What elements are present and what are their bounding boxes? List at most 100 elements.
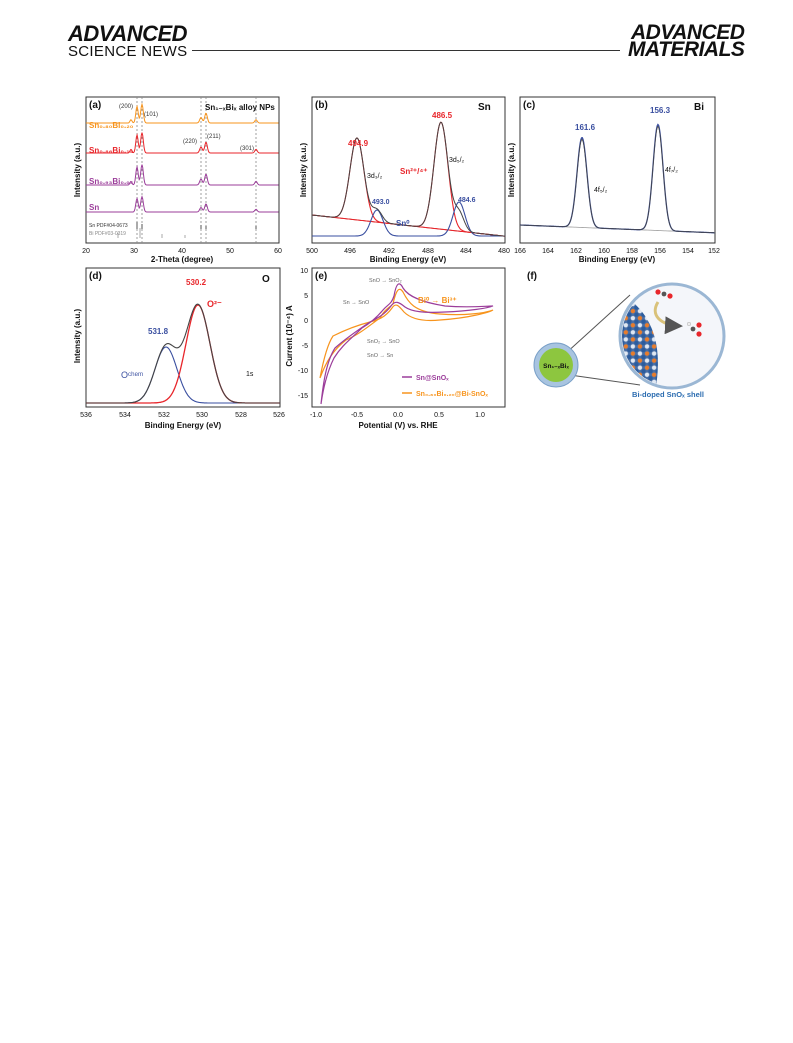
formate-molecule [687, 322, 702, 337]
f-core-label: Sn₁₋ₓBiₓ [543, 363, 569, 370]
b-peak-4930: 493.0 [372, 199, 390, 206]
c-ylabel: Intensity (a.u.) [507, 143, 516, 198]
c-peak-1616: 161.6 [575, 123, 596, 132]
series-label-sn080bi020: Sn₀.₈₀Bi₀.₂₀ [89, 121, 134, 130]
c-xtick: 166 [514, 248, 526, 255]
b-lbl-sn24: Sn²⁺/⁴⁺ [400, 167, 428, 176]
d-lbl-o2: O²⁻ [207, 299, 222, 309]
b-xtick: 496 [344, 248, 356, 255]
a-xtick: 20 [82, 248, 90, 255]
c-lbl-4f72: 4f₇/₂ [665, 167, 678, 174]
e-xtick: -1.0 [310, 412, 322, 419]
c-peak-1563: 156.3 [650, 106, 671, 115]
logo-advanced-right: ADVANCED [630, 21, 745, 44]
e-ann-sno2-sno: SnO₂ → SnO [367, 339, 400, 345]
peak-label-211: (211) [207, 134, 221, 140]
e-ann-sn-sno: Sn → SnO [343, 300, 370, 306]
b-xtick: 488 [422, 248, 434, 255]
zoom-line-top [564, 294, 631, 355]
b-xtick: 484 [460, 248, 472, 255]
d-xtick: 536 [80, 412, 92, 419]
b-lbl-sn0: Sn⁰ [396, 219, 410, 228]
panel-a-title: Sn₁₋ₓBiₓ alloy NPs [205, 103, 275, 112]
journal-logo-right: ADVANCED MATERIALS [628, 21, 745, 61]
a-ylabel: Intensity (a.u.) [73, 143, 82, 198]
b-xtick: 492 [383, 248, 395, 255]
journal-logo-left: ADVANCED SCIENCE NEWS [68, 21, 188, 60]
panel-e: (e) SnO → SnO₂ Sn → SnO SnO₂ → SnO SnO →… [285, 267, 506, 430]
d-lbl-1s: 1s [246, 371, 254, 378]
e-ann-sno-sno2: SnO → SnO₂ [369, 278, 402, 284]
c-lbl-4f52: 4f₅/₂ [594, 187, 608, 194]
e-xtick: 0.5 [434, 412, 444, 419]
e-xlabel: Potential (V) vs. RHE [358, 421, 438, 430]
panel-c-frame [519, 96, 716, 244]
c-xtick: 152 [708, 248, 720, 255]
e-legend-2: Sn₀.₈₀Bi₀.₂₀@Bi-SnOₓ [416, 391, 488, 398]
e-ytick: -10 [298, 368, 308, 375]
b-ylabel: Intensity (a.u.) [299, 143, 308, 198]
e-ytick: -5 [302, 343, 308, 350]
a-xtick: 60 [274, 248, 282, 255]
peak-label-200: (200) [119, 104, 133, 110]
panel-a-label: (a) [89, 100, 101, 111]
e-ann-sno-sn: SnO → Sn [367, 353, 393, 359]
d-xtick: 530 [196, 412, 208, 419]
b-peak-4865: 486.5 [432, 111, 453, 120]
c-xtick: 164 [542, 248, 554, 255]
panel-d: (d) O 530.2 531.8 O²⁻ Oᶜʰᵉᵐ 1s 536 534 5… [73, 267, 285, 430]
d-ylabel: Intensity (a.u.) [73, 309, 82, 364]
c-xlabel: Binding Energy (eV) [579, 255, 656, 264]
b-xtick: 480 [498, 248, 510, 255]
panel-c-element: Bi [694, 102, 704, 113]
peak-label-301: (301) [240, 146, 254, 152]
lattice-shell [622, 286, 658, 386]
b-peak-4949: 494.9 [348, 139, 369, 148]
d-peak-5318: 531.8 [148, 327, 169, 336]
b-lbl-3d52: 3d₅/₂ [449, 157, 465, 164]
panel-b: (b) Sn 494.9 486.5 493.0 484.6 3d₃/₂ 3d₅… [299, 96, 510, 264]
c-xtick: 158 [626, 248, 638, 255]
a-xtick: 30 [130, 248, 138, 255]
e-legend-1: Sn@SnOₓ [416, 375, 449, 382]
c-xtick: 154 [682, 248, 694, 255]
panel-b-frame [311, 96, 506, 244]
panel-b-element: Sn [478, 102, 491, 113]
b-xlabel: Binding Energy (eV) [370, 255, 447, 264]
panel-a-frame [85, 96, 280, 244]
zoom-line-bottom [569, 374, 641, 386]
e-xtick: 0.0 [393, 412, 403, 419]
d-lbl-ochem: Oᶜʰᵉᵐ [121, 370, 143, 380]
c-xtick: 160 [598, 248, 610, 255]
d-xtick: 526 [273, 412, 285, 419]
b-lbl-3d32: 3d₃/₂ [367, 173, 383, 180]
f-shell-label: Bi-doped SnOₓ shell [632, 390, 704, 399]
e-ylabel: Current (10⁻⁴) A [285, 305, 294, 366]
logo-materials: MATERIALS [628, 38, 745, 61]
panel-d-frame [85, 267, 281, 408]
logo-advanced: ADVANCED [68, 21, 188, 46]
e-xtick: -0.5 [351, 412, 363, 419]
b-xtick: 500 [306, 248, 318, 255]
d-xtick: 534 [119, 412, 131, 419]
peak-label-220: (220) [183, 139, 197, 145]
panel-d-element: O [262, 274, 270, 285]
panel-f-label: (f) [527, 271, 537, 282]
conversion-arrow [653, 301, 683, 335]
panel-c-label: (c) [523, 100, 535, 111]
e-xtick: 1.0 [475, 412, 485, 419]
e-ytick: 5 [304, 293, 308, 300]
b-peak-4846: 484.6 [458, 197, 476, 204]
a-xlabel: 2-Theta (degree) [151, 255, 214, 264]
series-label-sn093bi007: Sn₀.₉₃Bi₀.₀₇ [89, 177, 133, 186]
e-ytick: 10 [300, 268, 308, 275]
logo-science-news: SCIENCE NEWS [68, 43, 188, 60]
c-xtick: 156 [654, 248, 666, 255]
panel-c: (c) Bi 161.6 156.3 4f₅/₂ 4f₇/₂ 166 164 1… [507, 96, 720, 264]
series-label-sn086bi014: Sn₀.₈₆Bi₀.₁₄ [89, 146, 134, 155]
peak-label-101: (101) [144, 112, 158, 118]
ref-sn-pdf: Sn PDF#04-0673 [89, 223, 128, 229]
c-xtick: 162 [570, 248, 582, 255]
series-label-sn: Sn [89, 203, 99, 212]
